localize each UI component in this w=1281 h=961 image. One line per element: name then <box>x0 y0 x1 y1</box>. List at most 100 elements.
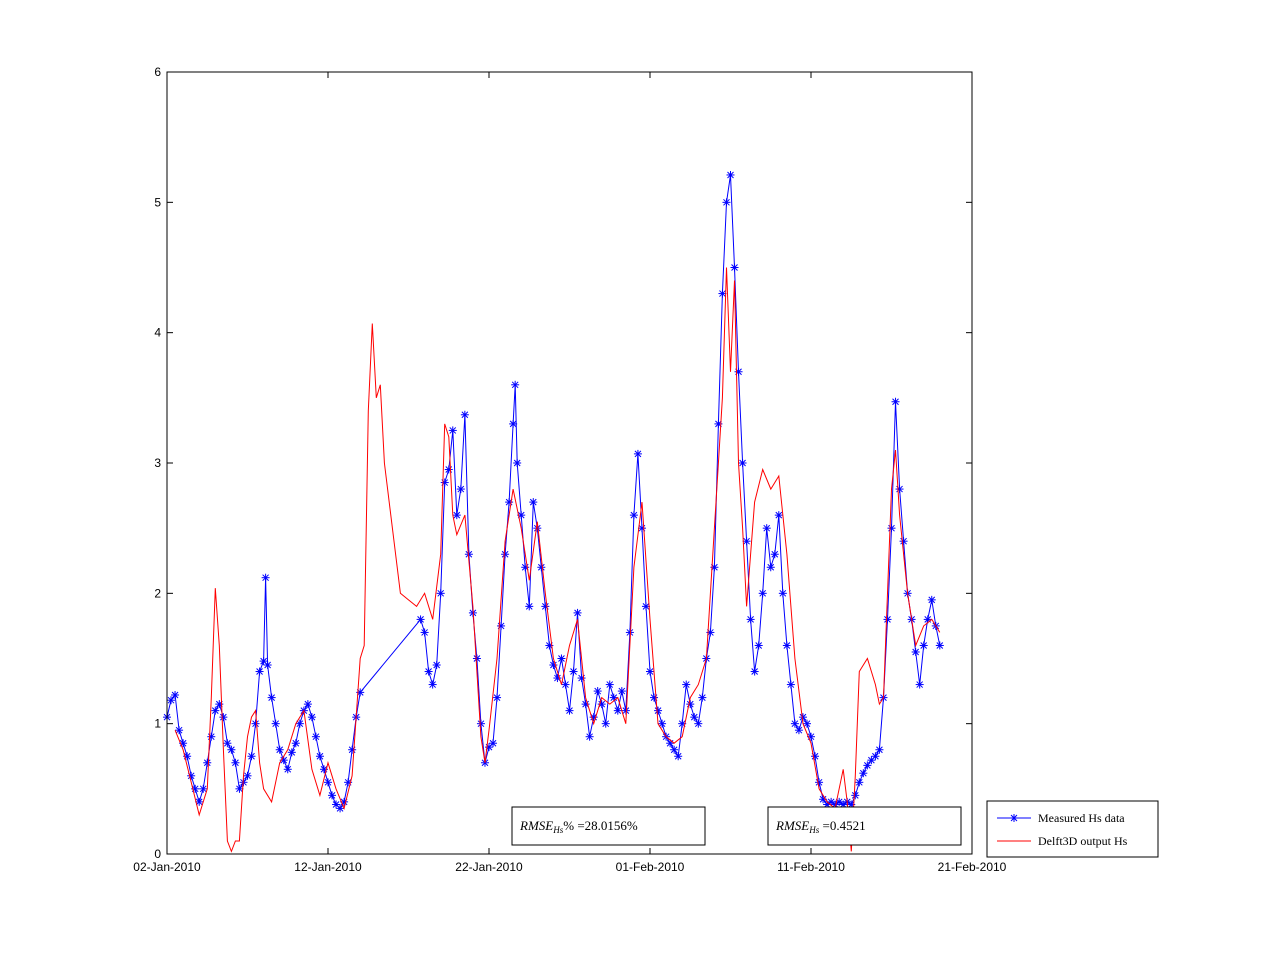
rmse-box <box>767 806 962 846</box>
data-point <box>291 739 300 748</box>
data-point <box>553 674 562 683</box>
data-point <box>448 426 457 435</box>
data-point <box>915 680 924 689</box>
data-point <box>271 719 280 728</box>
data-point <box>911 647 920 656</box>
data-point <box>589 713 598 722</box>
y-tick-label: 3 <box>154 456 161 470</box>
data-point <box>883 615 892 624</box>
data-point <box>267 693 276 702</box>
legend: Measured Hs data Delft3D output Hs <box>986 800 1159 858</box>
data-point <box>211 706 220 715</box>
x-tick-label: 22-Jan-2010 <box>455 860 523 874</box>
data-point <box>581 700 590 709</box>
data-point <box>738 459 747 467</box>
data-point <box>557 654 566 663</box>
data-point <box>798 713 807 722</box>
data-point <box>899 537 908 546</box>
data-point <box>497 621 506 630</box>
data-point <box>674 752 683 761</box>
data-point <box>742 537 751 546</box>
data-point <box>533 524 542 533</box>
data-point <box>472 654 481 663</box>
data-point <box>891 397 900 406</box>
rmse-subscript: Hs <box>808 825 819 835</box>
data-point <box>766 563 775 572</box>
legend-box <box>986 800 1159 858</box>
data-point <box>851 791 860 800</box>
y-tick-label: 1 <box>154 717 161 731</box>
data-point <box>698 693 707 702</box>
data-point <box>537 563 546 572</box>
rmse-value: =0.4521 <box>819 818 865 833</box>
data-point <box>758 589 767 598</box>
y-tick-label: 2 <box>154 586 161 600</box>
data-point <box>328 791 337 800</box>
data-point <box>476 719 485 728</box>
y-tick-label: 6 <box>154 65 161 79</box>
data-point <box>774 511 783 520</box>
data-point <box>859 769 868 778</box>
rmse-percent-annotation: RMSEHs% =28.0156% <box>511 806 706 846</box>
data-point <box>887 524 896 533</box>
data-point <box>722 198 731 207</box>
data-point <box>597 700 606 709</box>
data-point <box>754 641 763 650</box>
x-tick-label: 01-Feb-2010 <box>616 860 685 874</box>
data-point <box>195 797 204 806</box>
data-point <box>629 511 638 520</box>
data-point <box>261 573 270 582</box>
data-point <box>203 758 212 767</box>
data-point <box>420 628 429 637</box>
data-point <box>175 726 184 735</box>
data-point <box>243 771 252 780</box>
data-point <box>770 550 779 559</box>
data-point <box>525 602 534 611</box>
data-point <box>895 485 904 494</box>
x-tick-label: 02-Jan-2010 <box>133 860 201 874</box>
data-point <box>686 700 695 709</box>
rmse-percent-text: RMSEHs% =28.0156% <box>519 818 638 835</box>
series-delft3d <box>174 267 941 853</box>
data-point <box>167 696 176 705</box>
data-point <box>617 687 626 696</box>
x-tick-label: 11-Feb-2010 <box>777 860 845 874</box>
data-point <box>251 719 260 728</box>
data-point <box>670 745 679 754</box>
data-point <box>694 719 703 728</box>
data-point <box>255 667 264 676</box>
data-point <box>247 752 256 761</box>
legend-measured-label: Measured Hs data <box>1038 811 1125 825</box>
legend-measured-marker <box>1010 814 1018 822</box>
data-point <box>227 745 236 754</box>
data-point <box>778 589 787 598</box>
data-point <box>605 680 614 689</box>
data-point <box>336 804 345 813</box>
data-point <box>855 778 864 787</box>
data-point <box>726 170 735 179</box>
data-point <box>275 745 284 754</box>
data-point <box>573 608 582 617</box>
data-point <box>802 719 811 728</box>
data-point <box>601 719 610 728</box>
data-point <box>682 680 691 689</box>
data-point <box>633 449 642 458</box>
data-point <box>513 459 522 467</box>
data-point <box>819 795 828 804</box>
rmse-symbol: RMSE <box>775 818 809 833</box>
data-point <box>613 706 622 715</box>
data-point <box>303 700 312 709</box>
rmse-percent-value: % =28.0156% <box>563 818 638 833</box>
data-point <box>511 380 520 389</box>
data-point <box>569 667 578 676</box>
data-point <box>750 667 759 676</box>
data-point <box>416 615 425 624</box>
rmse-annotation: RMSEHs =0.4521 <box>767 806 962 846</box>
y-tick-label: 5 <box>154 195 161 209</box>
data-point <box>585 732 594 741</box>
data-point <box>223 739 232 748</box>
data-point <box>794 726 803 735</box>
data-point <box>444 465 453 474</box>
x-tick-label: 21-Feb-2010 <box>938 860 1007 874</box>
data-point <box>493 693 502 702</box>
